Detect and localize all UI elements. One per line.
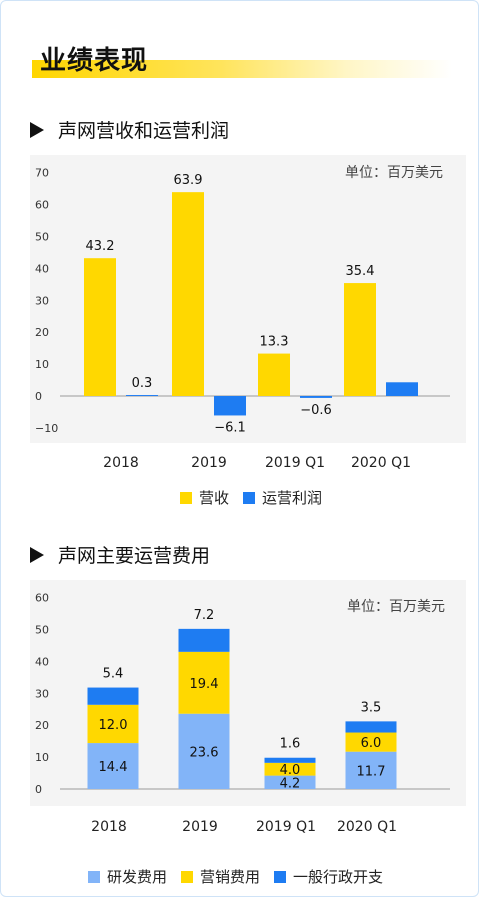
y-tick-label: 50 bbox=[35, 231, 49, 244]
x-tick-label: 2020 Q1 bbox=[351, 455, 411, 471]
data-label: 6.0 bbox=[361, 736, 382, 751]
x-tick-label: 2019 bbox=[182, 819, 218, 835]
bar bbox=[126, 395, 158, 396]
legend-swatch-yellow bbox=[180, 491, 192, 504]
bar bbox=[386, 382, 418, 396]
bar-segment bbox=[178, 651, 230, 714]
chart1-legend: 营收 运营利润 bbox=[180, 487, 336, 508]
bar-segment bbox=[178, 713, 230, 789]
x-tick-label: 2020 Q1 bbox=[337, 819, 397, 835]
y-tick-label: 20 bbox=[35, 326, 49, 339]
x-tick-label: 2019 Q1 bbox=[265, 455, 325, 471]
y-tick-label: 70 bbox=[35, 167, 49, 180]
bar-segment bbox=[264, 757, 316, 763]
y-tick-label: 10 bbox=[35, 751, 49, 764]
legend-swatch-yellow bbox=[181, 870, 194, 883]
data-label: 23.6 bbox=[190, 745, 219, 760]
data-label: 12.0 bbox=[99, 718, 128, 733]
data-label: 63.9 bbox=[174, 173, 203, 188]
data-label: 4.2 bbox=[280, 776, 301, 791]
chart2-heading: 声网主要运营费用 bbox=[30, 541, 210, 568]
data-label: 11.7 bbox=[357, 764, 386, 779]
legend-swatch-lightblue bbox=[88, 870, 100, 883]
legend-swatch-blue bbox=[243, 491, 256, 504]
legend-label: 研发费用 bbox=[107, 868, 168, 886]
chart1-unit: 单位：百万美元 bbox=[345, 165, 443, 181]
data-label: 43.2 bbox=[86, 239, 115, 254]
y-tick-label: 30 bbox=[35, 294, 49, 307]
y-tick-label: −10 bbox=[35, 422, 58, 435]
y-tick-label: 40 bbox=[35, 655, 49, 668]
y-tick-label: 50 bbox=[35, 624, 49, 637]
legend-item-operating-profit: 运营利润 bbox=[243, 487, 322, 508]
data-label: 0.3 bbox=[132, 376, 153, 391]
data-label: 19.4 bbox=[190, 677, 219, 692]
bar bbox=[300, 396, 332, 398]
bar-segment bbox=[264, 775, 316, 789]
y-tick-label: 60 bbox=[35, 199, 49, 212]
bar-segment bbox=[264, 762, 316, 776]
bar bbox=[344, 283, 376, 396]
chart2-heading-text: 声网主要运营费用 bbox=[58, 545, 211, 567]
data-label: 3.5 bbox=[361, 700, 382, 715]
data-label: 35.4 bbox=[346, 264, 375, 279]
legend-item-marketing: 营销费用 bbox=[181, 866, 260, 887]
data-label: 1.6 bbox=[280, 737, 301, 752]
bar-segment bbox=[87, 743, 139, 789]
x-tick-label: 2018 bbox=[103, 455, 139, 471]
data-label: 4.0 bbox=[280, 763, 301, 778]
data-label: 7.2 bbox=[194, 608, 215, 623]
y-tick-label: 30 bbox=[35, 687, 49, 700]
legend-item-revenue: 营收 bbox=[180, 487, 229, 508]
triangle-bullet-icon bbox=[30, 121, 44, 138]
y-tick-label: 40 bbox=[35, 262, 49, 275]
legend-label: 营收 bbox=[199, 489, 230, 507]
legend-swatch-blue bbox=[274, 870, 287, 883]
bar-segment bbox=[345, 721, 397, 733]
y-tick-label: 0 bbox=[35, 783, 42, 796]
title-highlight-band bbox=[32, 60, 452, 78]
data-label: 5.4 bbox=[103, 667, 124, 682]
chart1-heading-text: 声网营收和运营利润 bbox=[58, 120, 230, 142]
bar bbox=[172, 192, 204, 396]
bar-segment bbox=[178, 628, 230, 652]
chart2-legend: 研发费用 营销费用 一般行政开支 bbox=[88, 866, 397, 887]
section-title: 业绩表现 bbox=[40, 46, 149, 76]
legend-label: 一般行政开支 bbox=[293, 868, 384, 886]
data-label: −0.6 bbox=[300, 403, 332, 418]
bar-segment bbox=[345, 751, 397, 789]
bar-segment bbox=[87, 687, 139, 705]
legend-item-admin: 一般行政开支 bbox=[274, 866, 383, 887]
legend-item-rd: 研发费用 bbox=[88, 866, 167, 887]
data-label: −6.1 bbox=[214, 420, 246, 435]
y-tick-label: 0 bbox=[35, 390, 42, 403]
x-tick-label: 2018 bbox=[91, 819, 127, 835]
triangle-bullet-icon bbox=[30, 546, 44, 563]
y-tick-label: 10 bbox=[35, 358, 49, 371]
bar bbox=[84, 258, 116, 396]
data-label: 14.4 bbox=[99, 760, 128, 775]
bar-segment bbox=[345, 732, 397, 752]
legend-label: 运营利润 bbox=[262, 489, 323, 507]
bar-segment bbox=[87, 704, 139, 744]
y-tick-label: 20 bbox=[35, 719, 49, 732]
x-tick-label: 2019 bbox=[191, 455, 227, 471]
y-tick-label: 60 bbox=[35, 592, 49, 605]
legend-label: 营销费用 bbox=[200, 868, 261, 886]
x-tick-label: 2019 Q1 bbox=[256, 819, 316, 835]
chart2-unit: 单位：百万美元 bbox=[347, 599, 445, 615]
chart1-heading: 声网营收和运营利润 bbox=[30, 116, 229, 143]
data-label: 13.3 bbox=[260, 335, 289, 350]
bar bbox=[214, 396, 246, 416]
bar bbox=[258, 353, 290, 396]
